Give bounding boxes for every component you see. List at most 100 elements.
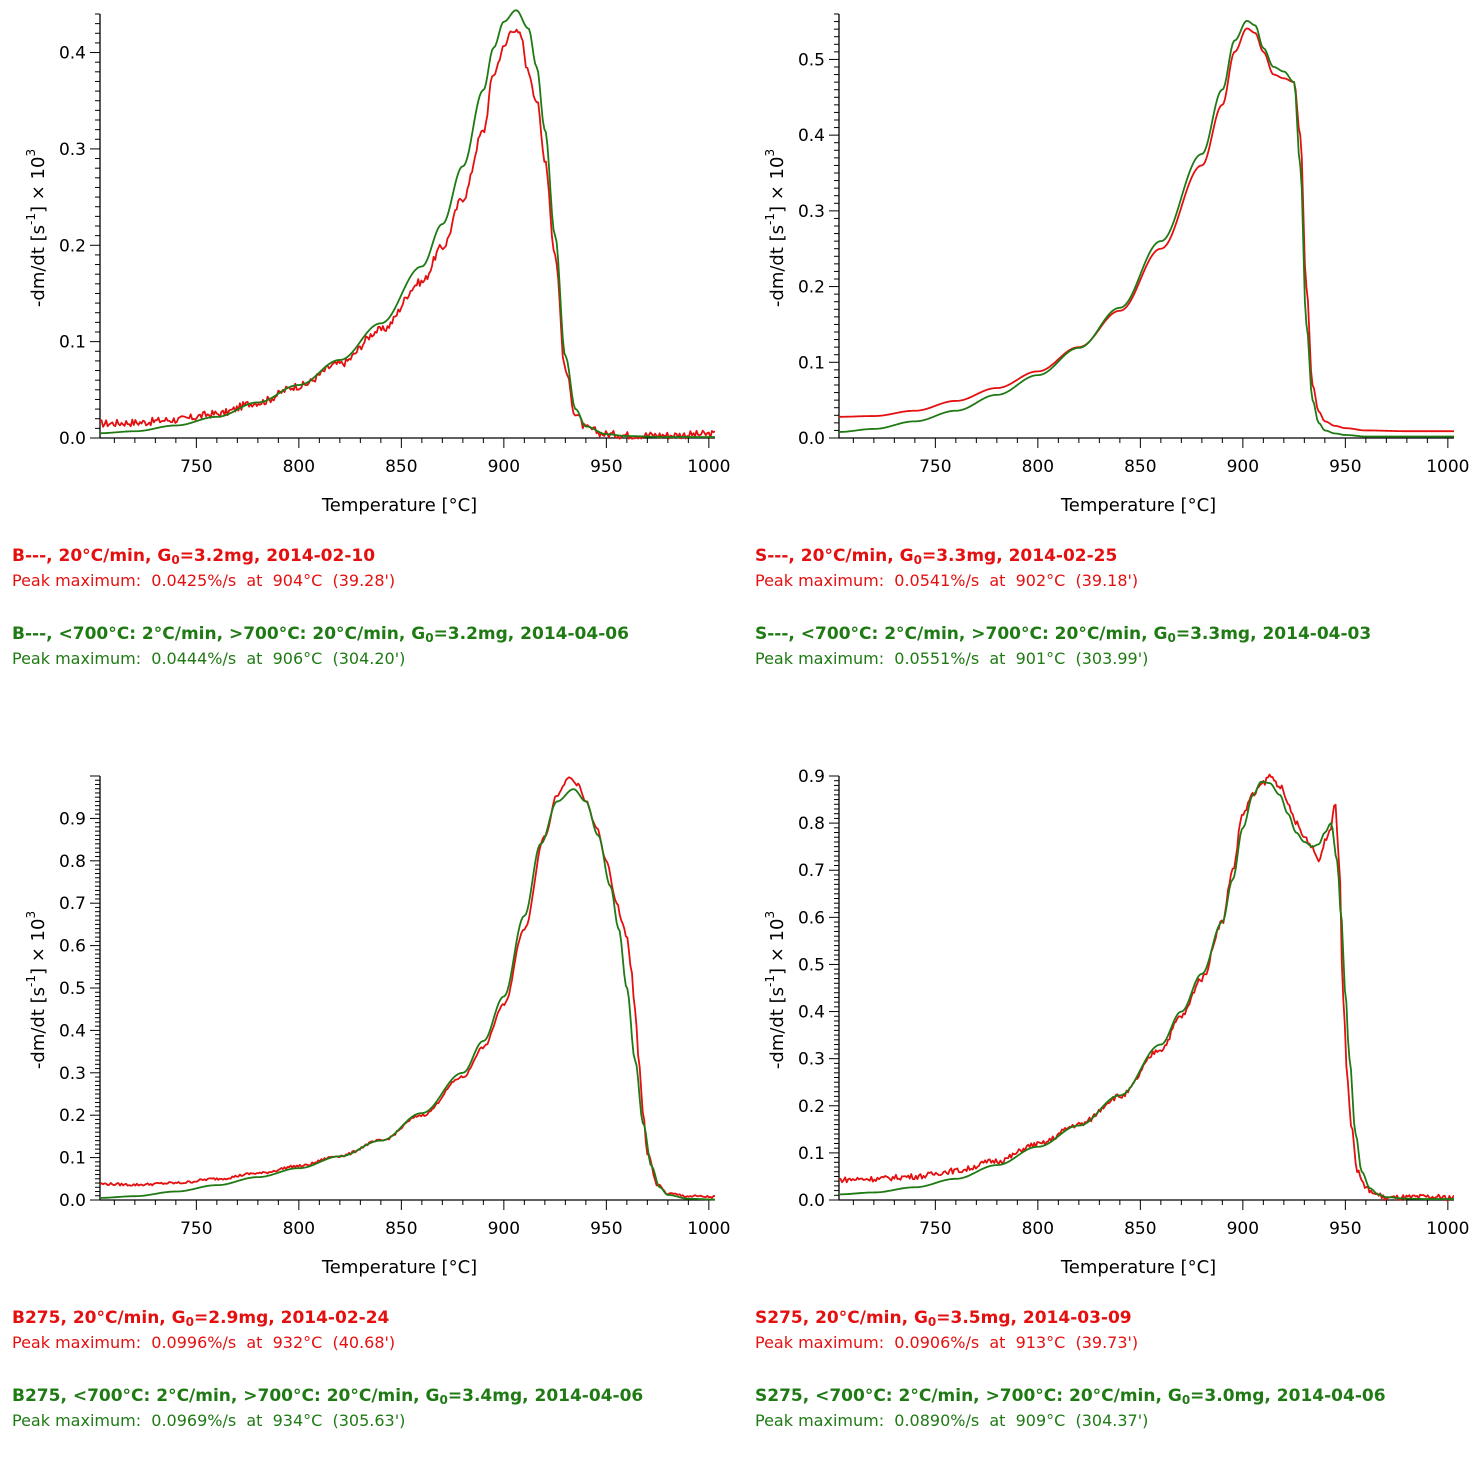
- x-tick-label: 800: [283, 1219, 315, 1239]
- x-axis-label: Temperature [°C]: [1060, 1257, 1216, 1278]
- y-label-text: -dm/dt [s: [28, 987, 49, 1069]
- y-label-text: -dm/dt [s: [767, 987, 788, 1069]
- chart-panel-s275: 750 800 850 900 950 1000 0.0 0.1 0.2 0.3 0.4 0.5 0.6…: [739, 762, 1477, 1484]
- y-label-exponent: -1: [24, 213, 38, 225]
- series-line-red: [100, 28, 715, 440]
- series-line-green: [100, 788, 715, 1201]
- y-label-power: 3: [763, 911, 777, 919]
- y-label-text: ] × 10: [767, 919, 788, 975]
- y-tick-label: 0.4: [59, 44, 86, 64]
- y-tick-label: 0.8: [798, 814, 825, 834]
- y-label-exponent: -1: [763, 213, 777, 225]
- y-tick-label: 0.5: [798, 955, 825, 975]
- legend-green-peak: Peak maximum: 0.0551%/s at 901°C (303.99…: [755, 649, 1149, 668]
- legend-red-title: S275, 20°C/min, G0=3.5mg, 2014-03-09: [755, 1308, 1132, 1329]
- x-tick-label: 800: [283, 457, 315, 477]
- y-label-text: -dm/dt [s: [28, 225, 49, 307]
- x-axis-label: Temperature [°C]: [321, 1257, 477, 1278]
- y-label-text: ] × 10: [28, 919, 49, 975]
- y-tick-label: 0.4: [798, 126, 825, 146]
- y-tick-label: 0.6: [59, 937, 86, 957]
- x-tick-label: 900: [1227, 457, 1259, 477]
- y-label-text: ] × 10: [28, 157, 49, 213]
- x-tick-label: 950: [1329, 1219, 1361, 1239]
- y-tick-label: 0.2: [798, 278, 825, 298]
- x-tick-label: 1000: [1426, 1219, 1469, 1239]
- x-tick-label: 850: [1124, 1219, 1156, 1239]
- y-label-exponent: -1: [763, 975, 777, 987]
- chart-s-untreated: 750 800 850 900 950 1000 0.0 0.1 0.2 0.3 0.4 0.5 Tem…: [763, 13, 1469, 516]
- legend-red-peak: Peak maximum: 0.0906%/s at 913°C (39.73'…: [755, 1333, 1139, 1352]
- legend-green-title: S275, <700°C: 2°C/min, >700°C: 20°C/min,…: [755, 1386, 1386, 1407]
- legend-b275: B275, 20°C/min, G0=2.9mg, 2014-02-24 Pea…: [12, 1308, 643, 1431]
- y-label-exponent: -1: [24, 975, 38, 987]
- x-tick-label: 750: [919, 1219, 951, 1239]
- axes: 750 800 850 900 950 1000 0.0 0.1 0.2 0.3 0.4 0.5: [798, 13, 1469, 477]
- axes: 750 800 850 900 950 1000 0.0 0.1 0.2 0.3 0.4 0.5 0.6…: [59, 775, 730, 1239]
- x-tick-label: 850: [385, 457, 417, 477]
- y-label-text: -dm/dt [s: [767, 225, 788, 307]
- y-tick-label: 0.6: [798, 908, 825, 928]
- y-tick-label: 0.0: [798, 1191, 825, 1211]
- chart-b275: 750 800 850 900 950 1000 0.0 0.1 0.2 0.3 0.4 0.5 0.6…: [24, 775, 730, 1278]
- series-line-green: [100, 9, 715, 438]
- chart-panel-s-untreated: 750 800 850 900 950 1000 0.0 0.1 0.2 0.3 0.4 0.5 Tem…: [739, 0, 1477, 722]
- legend-red-title: B275, 20°C/min, G0=2.9mg, 2014-02-24: [12, 1308, 390, 1329]
- legend-green-peak: Peak maximum: 0.0969%/s at 934°C (305.63…: [12, 1411, 406, 1430]
- y-tick-label: 0.2: [59, 1106, 86, 1126]
- legend-s-untreated: S---, 20°C/min, G0=3.3mg, 2014-02-25 Pea…: [755, 546, 1371, 669]
- series-line-green: [839, 20, 1454, 438]
- legend-b-untreated: B---, 20°C/min, G0=3.2mg, 2014-02-10 Pea…: [12, 546, 629, 669]
- y-axis-label: -dm/dt [s-1] × 103: [763, 911, 788, 1069]
- chart-b-untreated: 750 800 850 900 950 1000 0.0 0.1 0.2 0.3 0.4 Temper…: [24, 9, 730, 516]
- x-tick-label: 850: [1124, 457, 1156, 477]
- x-tick-label: 750: [180, 457, 212, 477]
- y-axis-label: -dm/dt [s-1] × 103: [24, 911, 49, 1069]
- x-tick-label: 800: [1022, 1219, 1054, 1239]
- x-tick-label: 850: [385, 1219, 417, 1239]
- legend-red-peak: Peak maximum: 0.0425%/s at 904°C (39.28'…: [12, 571, 396, 590]
- series-line-red: [100, 776, 715, 1199]
- x-tick-label: 1000: [687, 457, 730, 477]
- y-tick-label: 0.2: [798, 1097, 825, 1117]
- x-tick-label: 750: [919, 457, 951, 477]
- series-line-green: [839, 780, 1454, 1200]
- legend-green-title: B275, <700°C: 2°C/min, >700°C: 20°C/min,…: [12, 1386, 644, 1407]
- y-label-text: ] × 10: [767, 157, 788, 213]
- y-tick-label: 0.1: [59, 333, 86, 353]
- series-line-red: [839, 27, 1454, 433]
- x-tick-label: 950: [590, 457, 622, 477]
- chart-panel-b-untreated: 750 800 850 900 950 1000 0.0 0.1 0.2 0.3 0.4 Temper…: [0, 0, 738, 722]
- legend-green-peak: Peak maximum: 0.0890%/s at 909°C (304.37…: [755, 1411, 1149, 1430]
- x-axis-label: Temperature [°C]: [321, 495, 477, 516]
- legend-green-title: S---, <700°C: 2°C/min, >700°C: 20°C/min,…: [755, 624, 1372, 645]
- y-tick-label: 0.7: [59, 894, 86, 914]
- y-tick-label: 0.9: [59, 809, 86, 829]
- x-axis-label: Temperature [°C]: [1060, 495, 1216, 516]
- legend-s275: S275, 20°C/min, G0=3.5mg, 2014-03-09 Pea…: [755, 1308, 1386, 1431]
- legend-green-peak: Peak maximum: 0.0444%/s at 906°C (304.20…: [12, 649, 406, 668]
- y-tick-label: 0.4: [59, 1021, 86, 1041]
- y-tick-label: 0.8: [59, 852, 86, 872]
- y-tick-label: 0.3: [798, 202, 825, 222]
- y-tick-label: 0.1: [59, 1149, 86, 1169]
- y-label-power: 3: [24, 149, 38, 157]
- y-tick-label: 0.3: [59, 1064, 86, 1084]
- y-tick-label: 0.5: [59, 979, 86, 999]
- series-line-red: [839, 773, 1454, 1202]
- x-tick-label: 900: [488, 1219, 520, 1239]
- axes: 750 800 850 900 950 1000 0.0 0.1 0.2 0.3 0.4 0.5 0.6…: [798, 767, 1470, 1239]
- y-label-power: 3: [24, 911, 38, 919]
- y-axis-label: -dm/dt [s-1] × 103: [763, 149, 788, 307]
- x-tick-label: 900: [1227, 1219, 1259, 1239]
- x-tick-label: 800: [1022, 457, 1054, 477]
- x-tick-label: 1000: [1426, 457, 1469, 477]
- y-tick-label: 0.3: [798, 1050, 825, 1070]
- y-tick-label: 0.0: [59, 429, 86, 449]
- axes: 750 800 850 900 950 1000 0.0 0.1 0.2 0.3 0.4: [59, 13, 730, 477]
- x-tick-label: 1000: [687, 1219, 730, 1239]
- chart-panel-b275: 750 800 850 900 950 1000 0.0 0.1 0.2 0.3 0.4 0.5 0.6…: [0, 762, 738, 1484]
- x-tick-label: 900: [488, 457, 520, 477]
- y-tick-label: 0.3: [59, 140, 86, 160]
- y-tick-label: 0.1: [798, 353, 825, 373]
